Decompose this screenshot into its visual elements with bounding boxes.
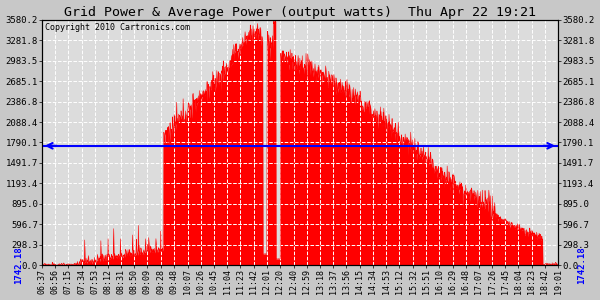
Text: Copyright 2010 Cartronics.com: Copyright 2010 Cartronics.com: [44, 23, 190, 32]
Text: 1742.18: 1742.18: [14, 246, 23, 284]
Title: Grid Power & Average Power (output watts)  Thu Apr 22 19:21: Grid Power & Average Power (output watts…: [64, 6, 536, 19]
Text: 1742.18: 1742.18: [577, 246, 586, 284]
